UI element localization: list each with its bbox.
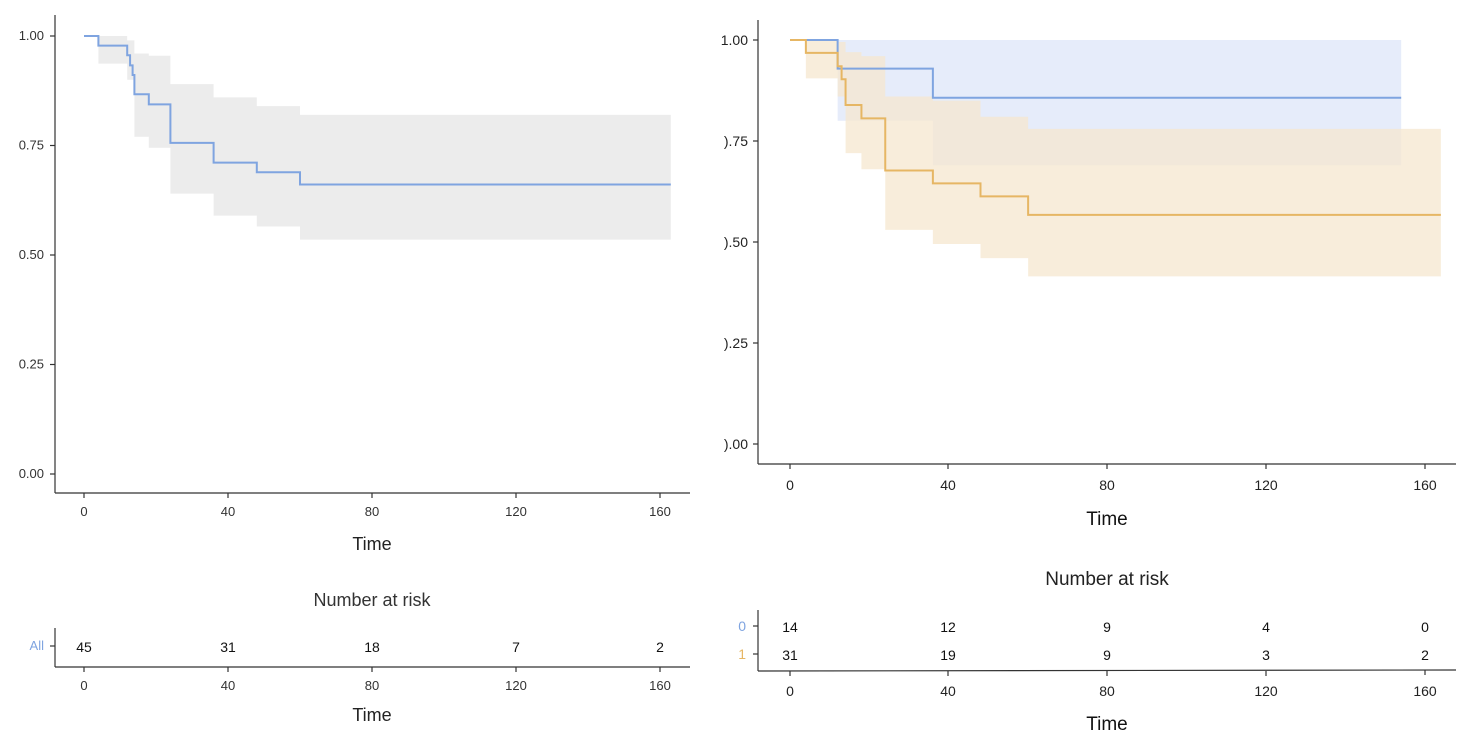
right-risk-count: 9 [1103, 647, 1111, 663]
left-y-tick-label: 0.50 [19, 247, 44, 262]
left-y-tick-label: 0.25 [19, 357, 44, 372]
right-y-tick-label: ).25 [724, 335, 748, 351]
left-ci-bands [84, 36, 671, 240]
left-risk-count: 7 [512, 639, 520, 655]
right-risk-count: 19 [940, 647, 956, 663]
left-risk-count: 18 [364, 639, 380, 655]
right-risk-count: 2 [1421, 647, 1429, 663]
right-y-tick-label: ).50 [724, 234, 748, 250]
left-y-ticks: 0.00 0.25 0.50 0.75 1.00 [19, 28, 55, 481]
right-y-tick-label: ).00 [724, 436, 748, 452]
right-x-tick-label: 120 [1254, 477, 1278, 493]
right-risk-count: 9 [1103, 619, 1111, 635]
right-x-tick-label: 40 [940, 477, 956, 493]
right-curves [790, 39, 1441, 216]
right-x-tick-label: 80 [1099, 477, 1115, 493]
right-x-ticks: 0 40 80 120 160 [786, 464, 1437, 493]
right-risk-count: 14 [782, 619, 798, 635]
right-ci-band-group1 [790, 40, 1441, 277]
right-risk-row-label-0: 0 [738, 618, 746, 634]
right-risk-x-tick-label: 0 [786, 683, 794, 699]
left-risk-x-tick-label: 0 [80, 678, 87, 693]
right-survival-curve-group0 [790, 39, 1402, 99]
left-curves [84, 35, 671, 186]
left-x-tick-label: 160 [649, 504, 671, 519]
right-risk-x-axis-line [757, 669, 1457, 672]
left-risk-row-label-all: All [30, 638, 45, 653]
left-risk-count: 2 [656, 639, 664, 655]
right-y-ticks: ).00 ).25 ).50 ).75 1.00 [721, 32, 758, 452]
left-x-ticks: 0 40 80 120 160 [80, 493, 671, 519]
right-risk-x-tick-label: 160 [1413, 683, 1437, 699]
right-y-tick-label: ).75 [724, 133, 748, 149]
right-risk-row-label-1: 1 [738, 646, 746, 662]
left-risk-x-tick-label: 80 [365, 678, 379, 693]
left-x-tick-label: 40 [221, 504, 235, 519]
left-x-tick-label: 80 [365, 504, 379, 519]
right-risk-count: 12 [940, 619, 956, 635]
left-risk-x-tick-label: 120 [505, 678, 527, 693]
right-risk-count: 0 [1421, 619, 1429, 635]
right-x-axis-title: Time [1086, 509, 1128, 530]
left-risk-count: 31 [220, 639, 236, 655]
right-risk-table-title: Number at risk [1045, 569, 1169, 590]
left-y-tick-label: 0.00 [19, 466, 44, 481]
left-survival-curve-all [84, 35, 671, 186]
left-x-tick-label: 120 [505, 504, 527, 519]
right-ci-bands [790, 40, 1441, 277]
right-risk-table: Number at risk 0 1 14 12 9 4 0 31 19 9 3… [738, 569, 1457, 735]
right-risk-x-axis-title: Time [1086, 714, 1128, 735]
right-risk-x-tick-label: 80 [1099, 683, 1115, 699]
left-x-tick-label: 0 [80, 504, 87, 519]
right-km-plot: ).00 ).25 ).50 ).75 1.00 0 40 80 120 160… [721, 20, 1456, 530]
right-x-tick-label: 160 [1413, 477, 1437, 493]
right-risk-x-tick-label: 40 [940, 683, 956, 699]
left-risk-x-tick-label: 160 [649, 678, 671, 693]
left-risk-x-axis-title: Time [352, 705, 391, 725]
right-risk-count: 4 [1262, 619, 1270, 635]
left-risk-count: 45 [76, 639, 92, 655]
left-km-plot: 0.00 0.25 0.50 0.75 1.00 0 40 80 120 160… [19, 15, 690, 554]
right-survival-curve-group1 [790, 39, 1441, 216]
right-risk-x-tick-label: 120 [1254, 683, 1278, 699]
left-risk-table-title: Number at risk [313, 590, 431, 610]
left-risk-table: Number at risk All 45 31 18 7 2 0 40 80 … [30, 590, 690, 725]
left-risk-x-tick-label: 40 [221, 678, 235, 693]
left-y-tick-label: 0.75 [19, 138, 44, 153]
left-x-axis-title: Time [352, 534, 391, 554]
right-risk-count: 3 [1262, 647, 1270, 663]
right-y-tick-label: 1.00 [721, 32, 748, 48]
left-ci-band-all [84, 36, 671, 240]
left-y-tick-label: 1.00 [19, 28, 44, 43]
right-risk-count: 31 [782, 647, 798, 663]
right-x-tick-label: 0 [786, 477, 794, 493]
